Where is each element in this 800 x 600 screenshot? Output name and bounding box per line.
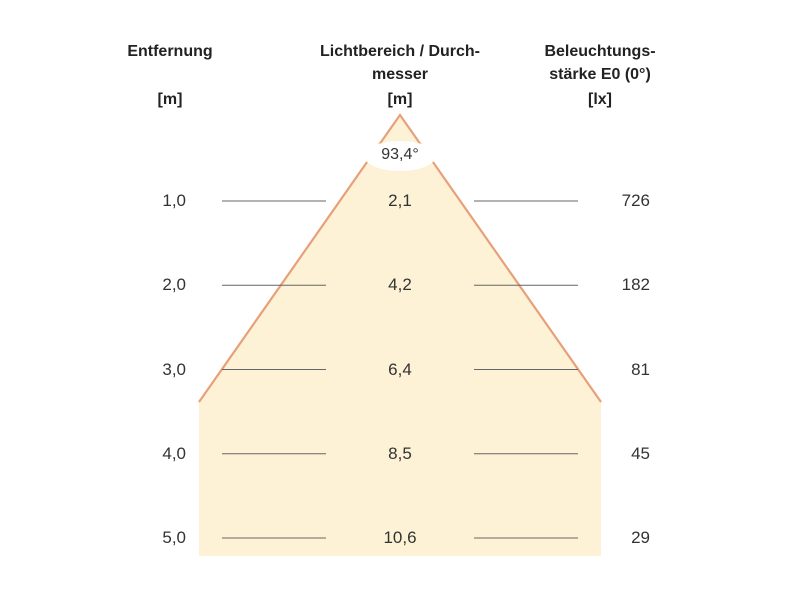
illuminance-value: 726: [621, 191, 650, 210]
light-cone-edge: [198, 113, 602, 403]
diameter-value: 8,5: [388, 443, 412, 463]
illuminance-value: 29: [631, 528, 650, 547]
illuminance-header-line-1: Beleuchtungs-: [544, 43, 656, 60]
diameter-value: 10,6: [383, 528, 417, 547]
illuminance-header: Beleuchtungs- stärke E0 (0°): [520, 40, 680, 86]
beam-diameter-unit: [m]: [387, 91, 413, 108]
illuminance-value: 45: [631, 443, 650, 463]
distance-unit: [m]: [157, 91, 183, 108]
distance-header: Entfernung: [120, 40, 220, 63]
distance-value: 1,0: [162, 191, 186, 210]
diameter-value: 2,1: [388, 191, 412, 210]
beam-header-line-1: Lichtbereich / Durch-: [319, 43, 481, 60]
illuminance-value: 182: [621, 275, 650, 295]
distance-value: 2,0: [162, 275, 186, 295]
angle-label-background: [364, 141, 436, 171]
illuminance-unit: [lx]: [588, 91, 612, 108]
light-cone-fill: [199, 115, 601, 556]
beam-diameter-header: Lichtbereich / Durch- messer: [300, 40, 500, 86]
beam-angle-label: 93,4°: [381, 146, 419, 163]
distance-value: 5,0: [162, 528, 186, 547]
illuminance-value: 81: [631, 359, 650, 379]
diameter-value: 6,4: [388, 359, 412, 379]
distance-value: 4,0: [162, 443, 186, 463]
diameter-value: 4,2: [388, 275, 412, 295]
distance-header-line: Entfernung: [127, 43, 213, 60]
distance-value: 3,0: [162, 359, 186, 379]
illuminance-header-line-2: stärke E0 (0°): [549, 66, 651, 83]
beam-header-line-2: messer: [371, 66, 429, 83]
row-rules: [222, 200, 578, 539]
